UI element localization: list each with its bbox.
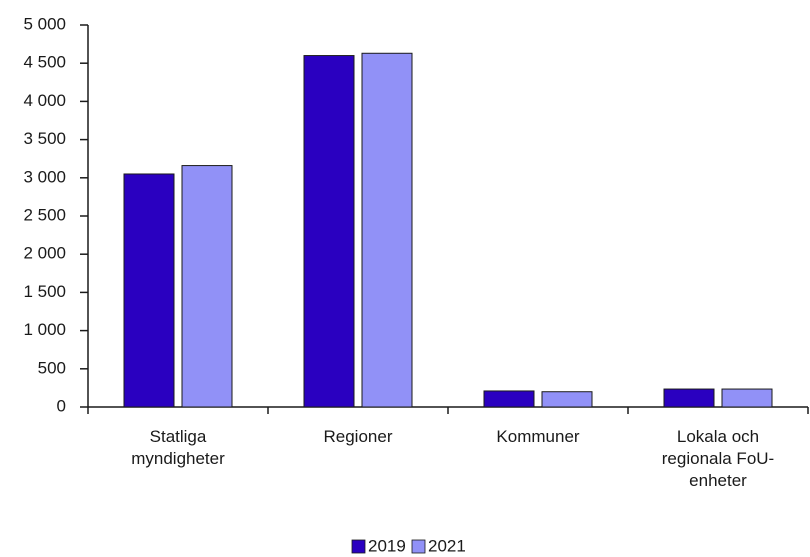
bar [361,52,413,408]
legend-swatch [351,539,366,554]
y-tick-label: 4 000 [23,91,66,110]
x-tick-label: Lokala och regionala FoU-enheter [661,427,775,490]
x-tick-label: Statliga myndigheter [131,427,225,468]
y-tick-label: 2 500 [23,205,66,224]
y-tick-label: 4 500 [23,53,66,72]
bar [483,390,535,408]
y-tick-label: 5 000 [23,14,66,33]
bar [663,388,715,408]
y-tick-label: 0 [57,396,66,415]
bar [721,388,773,408]
y-tick-label: 1 500 [23,282,66,301]
x-tick-label: Regioner [323,427,393,446]
y-tick-label: 3 500 [23,129,66,148]
bar [303,55,355,408]
x-tick-label: Kommuner [496,427,580,446]
bar [181,165,233,408]
y-tick-label: 2 000 [23,244,66,263]
y-tick-label: 3 000 [23,167,66,186]
y-tick-label: 500 [38,358,66,377]
y-tick-label: 1 000 [23,320,66,339]
bar [123,173,175,408]
legend-label: 2019 [368,536,406,555]
bar [541,391,593,408]
legend-swatch [411,539,426,554]
legend-label: 2021 [428,536,466,555]
